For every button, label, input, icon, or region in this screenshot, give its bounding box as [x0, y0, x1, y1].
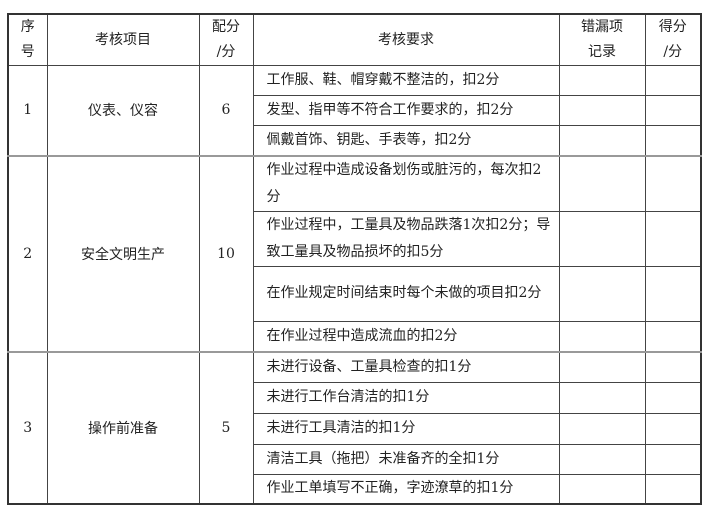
table-row: 作业工单填写不正确，字迹潦草的扣1分 — [8, 473, 702, 505]
score-cell[interactable] — [644, 381, 702, 414]
score-cell[interactable] — [644, 155, 702, 212]
requirement: 发型、指甲等不符合工作要求的，扣2分 — [252, 95, 560, 126]
error-record-cell[interactable] — [558, 381, 646, 414]
requirement: 未进行工具清洁的扣1分 — [252, 412, 560, 445]
error-record-cell[interactable] — [558, 210, 646, 267]
table-row: 3 操作前准备 5 未进行设备、工量具检查的扣1分 — [7, 351, 702, 505]
requirement: 作业过程中，工量具及物品跌落1次扣2分；导致工量具及物品损坏的扣5分 — [252, 210, 560, 267]
error-record-cell[interactable] — [558, 265, 646, 322]
group-points: 5 — [198, 351, 254, 505]
requirement: 在作业规定时间结束时每个未做的项目扣2分 — [252, 265, 560, 322]
header-index: 序号 — [7, 13, 48, 66]
error-record-cell[interactable] — [558, 65, 646, 96]
error-record-cell[interactable] — [558, 320, 646, 353]
score-cell[interactable] — [644, 473, 702, 505]
table-row: 在作业过程中造成流血的扣2分 — [8, 320, 702, 353]
requirement: 未进行设备、工量具检查的扣1分 — [252, 351, 560, 383]
score-cell[interactable] — [644, 125, 702, 157]
header-item: 考核项目 — [46, 13, 200, 66]
group-item: 操作前准备 — [46, 351, 200, 505]
requirement: 工作服、鞋、帽穿戴不整洁的，扣2分 — [252, 65, 560, 96]
score-cell[interactable] — [644, 265, 702, 322]
header-points: 配分/分 — [198, 13, 254, 66]
group-points: 6 — [198, 65, 254, 157]
table-row: 2 安全文明生产 10 作业过程中造成设备划伤或脏污的，每次扣2分 — [7, 155, 702, 353]
score-cell[interactable] — [644, 320, 702, 353]
table-row: 在作业规定时间结束时每个未做的项目扣2分 — [8, 265, 702, 322]
group-index: 2 — [7, 155, 48, 353]
group-points: 10 — [198, 155, 254, 353]
group-index: 1 — [7, 65, 48, 157]
header-score: 得分/分 — [644, 13, 702, 66]
error-record-cell[interactable] — [558, 412, 646, 445]
score-cell[interactable] — [644, 351, 702, 383]
error-record-cell[interactable] — [558, 125, 646, 157]
table-row: 清洁工具（拖把）未准备齐的全扣1分 — [8, 443, 702, 475]
score-cell[interactable] — [644, 412, 702, 445]
score-cell[interactable] — [644, 210, 702, 267]
requirement: 作业过程中造成设备划伤或脏污的，每次扣2分 — [252, 155, 560, 212]
table-row: 未进行工作台清洁的扣1分 — [8, 381, 702, 414]
error-record-cell[interactable] — [558, 473, 646, 505]
group-item: 仪表、仪容 — [46, 65, 200, 157]
requirement: 作业工单填写不正确，字迹潦草的扣1分 — [252, 473, 560, 505]
error-record-cell[interactable] — [558, 155, 646, 212]
error-record-cell[interactable] — [558, 351, 646, 383]
table-row: 未进行工具清洁的扣1分 — [8, 412, 702, 445]
group-item: 安全文明生产 — [46, 155, 200, 353]
requirement: 佩戴首饰、钥匙、手表等，扣2分 — [252, 125, 560, 157]
requirement: 在作业过程中造成流血的扣2分 — [252, 320, 560, 353]
error-record-cell[interactable] — [558, 95, 646, 126]
score-cell[interactable] — [644, 95, 702, 126]
score-cell[interactable] — [644, 443, 702, 475]
requirement: 清洁工具（拖把）未准备齐的全扣1分 — [252, 443, 560, 475]
header-row: 序号 考核项目 配分/分 考核要求 错漏项 记录 得分/分 — [7, 13, 702, 66]
header-errors: 错漏项 记录 — [558, 13, 646, 66]
error-record-cell[interactable] — [558, 443, 646, 475]
header-requirements: 考核要求 — [252, 13, 560, 66]
table-row: 1 仪表、仪容 6 工作服、鞋、帽穿戴不整洁的，扣2分 — [7, 65, 702, 157]
requirement: 未进行工作台清洁的扣1分 — [252, 381, 560, 414]
assessment-table: 序号 考核项目 配分/分 考核要求 错漏项 记录 得分/分 1 仪表、仪容 6 工… — [7, 13, 702, 505]
table-row: 佩戴首饰、钥匙、手表等，扣2分 — [8, 125, 702, 157]
score-cell[interactable] — [644, 65, 702, 96]
group-index: 3 — [7, 351, 48, 505]
